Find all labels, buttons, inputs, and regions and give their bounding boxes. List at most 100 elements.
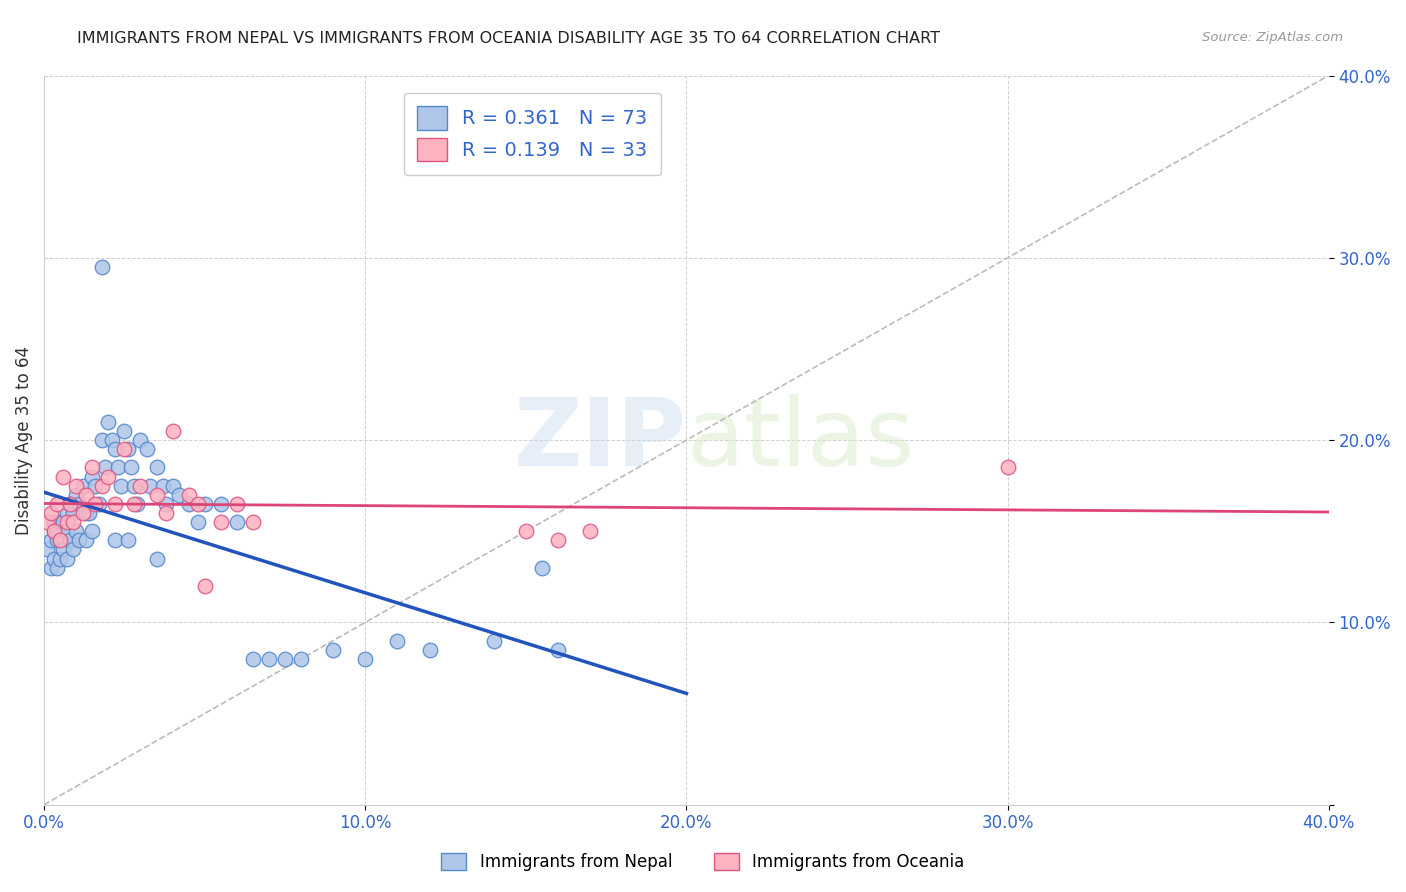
Point: [112, 424, 135, 438]
Point: [62, 515, 84, 529]
Point: [39, 560, 62, 574]
Point: [75, 533, 97, 548]
Point: [117, 442, 139, 457]
Point: [122, 497, 145, 511]
Point: [117, 533, 139, 548]
Point: [55, 515, 77, 529]
Point: [82, 469, 104, 483]
Point: [62, 506, 84, 520]
Point: [69, 497, 91, 511]
Point: [107, 460, 129, 475]
Point: [110, 478, 132, 492]
Point: [135, 442, 157, 457]
Text: atlas: atlas: [686, 394, 915, 486]
Point: [242, 515, 264, 529]
Point: [46, 560, 69, 574]
Point: [579, 524, 602, 539]
Point: [62, 542, 84, 557]
Point: [97, 415, 120, 429]
Point: [37, 542, 59, 557]
Point: [59, 497, 82, 511]
Point: [84, 478, 107, 492]
Point: [94, 460, 117, 475]
Point: [55, 506, 77, 520]
Point: [162, 478, 184, 492]
Point: [37, 515, 59, 529]
Point: [87, 497, 110, 511]
Point: [530, 560, 553, 574]
Point: [274, 652, 297, 666]
Point: [129, 433, 152, 447]
Point: [547, 642, 569, 657]
Point: [177, 497, 200, 511]
Point: [547, 533, 569, 548]
Point: [152, 478, 174, 492]
Point: [39, 506, 62, 520]
Point: [52, 542, 75, 557]
Point: [42, 524, 65, 539]
Point: [225, 515, 247, 529]
Text: Source: ZipAtlas.com: Source: ZipAtlas.com: [1202, 31, 1343, 45]
Point: [46, 524, 69, 539]
Point: [42, 524, 65, 539]
Point: [145, 551, 167, 566]
Point: [187, 515, 209, 529]
Text: IMMIGRANTS FROM NEPAL VS IMMIGRANTS FROM OCEANIA DISABILITY AGE 35 TO 64 CORRELA: IMMIGRANTS FROM NEPAL VS IMMIGRANTS FROM…: [77, 31, 941, 46]
Point: [387, 633, 409, 648]
Point: [49, 533, 72, 548]
Point: [290, 652, 312, 666]
Point: [59, 533, 82, 548]
Legend: Immigrants from Nepal, Immigrants from Oceania: Immigrants from Nepal, Immigrants from O…: [433, 845, 973, 880]
Point: [354, 652, 377, 666]
Point: [52, 515, 75, 529]
Point: [104, 533, 127, 548]
Point: [515, 524, 537, 539]
Point: [120, 460, 142, 475]
Point: [75, 506, 97, 520]
Point: [225, 497, 247, 511]
Point: [257, 652, 280, 666]
Point: [418, 642, 440, 657]
Point: [65, 478, 87, 492]
Point: [322, 642, 344, 657]
Point: [145, 460, 167, 475]
Point: [84, 497, 107, 511]
Point: [242, 652, 264, 666]
Point: [997, 460, 1019, 475]
Point: [155, 506, 177, 520]
Point: [90, 260, 112, 274]
Point: [194, 497, 217, 511]
Point: [65, 488, 87, 502]
Point: [209, 515, 232, 529]
Point: [82, 460, 104, 475]
Point: [75, 488, 97, 502]
Point: [100, 433, 122, 447]
Legend: R = 0.361   N = 73, R = 0.139   N = 33: R = 0.361 N = 73, R = 0.139 N = 33: [404, 93, 661, 175]
Y-axis label: Disability Age 35 to 64: Disability Age 35 to 64: [15, 345, 32, 534]
Point: [90, 433, 112, 447]
Point: [82, 524, 104, 539]
Point: [46, 533, 69, 548]
Point: [194, 579, 217, 593]
Point: [49, 515, 72, 529]
Point: [46, 497, 69, 511]
Point: [39, 533, 62, 548]
Point: [129, 478, 152, 492]
Point: [77, 506, 100, 520]
Point: [112, 442, 135, 457]
Point: [59, 497, 82, 511]
Point: [55, 524, 77, 539]
Point: [209, 497, 232, 511]
Point: [72, 478, 94, 492]
Point: [69, 533, 91, 548]
Point: [52, 469, 75, 483]
Point: [55, 551, 77, 566]
Point: [155, 497, 177, 511]
Point: [482, 633, 505, 648]
Point: [42, 551, 65, 566]
Point: [90, 478, 112, 492]
Point: [162, 424, 184, 438]
Point: [177, 488, 200, 502]
Point: [145, 488, 167, 502]
Point: [97, 469, 120, 483]
